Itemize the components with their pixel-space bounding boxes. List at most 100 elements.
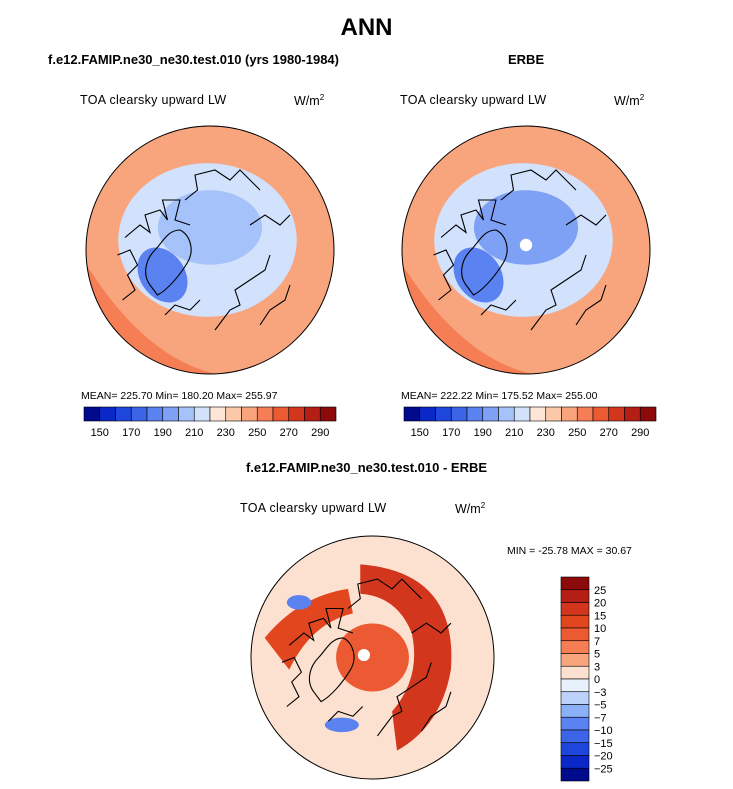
colorbar-swatch xyxy=(435,406,452,422)
map-boundary xyxy=(85,125,335,375)
colorbar-tick-label: 190 xyxy=(154,427,172,439)
colorbar-tick-label: −25 xyxy=(594,763,613,775)
field-greenland xyxy=(453,247,504,303)
field-cold-anomaly xyxy=(324,717,359,733)
colorbar-swatch xyxy=(272,406,290,422)
colorbar-swatch xyxy=(513,406,531,422)
colorbar-tick-label: −3 xyxy=(594,687,607,699)
colorbar-tick-label: 230 xyxy=(217,427,235,439)
panel1-units: W/m2 xyxy=(294,93,325,109)
colorbar-tick-label: 150 xyxy=(411,427,429,439)
colorbar-tick-label: 250 xyxy=(248,427,266,439)
colorbar-tick-label: 10 xyxy=(594,623,606,635)
colorbar-tick-label: 25 xyxy=(594,585,606,597)
coastline xyxy=(411,622,452,634)
difference-subtitle: f.e12.FAMIP.ne30_ne30.test.010 - ERBE xyxy=(245,460,488,475)
coastline xyxy=(164,299,201,316)
colorbar-swatch xyxy=(209,406,227,422)
colorbar-swatch xyxy=(560,742,590,756)
coastline xyxy=(461,229,508,296)
panel1-colorbar: 150 170 190 210 230 250 270 290 xyxy=(83,406,337,439)
colorbar-swatch xyxy=(608,406,625,422)
coastline xyxy=(480,299,517,316)
colorbar-tick-label: 0 xyxy=(594,674,600,686)
colorbar-swatch xyxy=(99,406,116,422)
colorbar-swatch xyxy=(319,406,337,422)
coastline xyxy=(308,637,355,703)
colorbar-swatch xyxy=(403,406,421,422)
colorbar-swatch xyxy=(560,729,590,744)
colorbar-tick-label: 3 xyxy=(594,661,600,673)
obs-subtitle: ERBE xyxy=(508,52,545,67)
colorbar-tick-label: 210 xyxy=(505,427,523,439)
colorbar-tick-label: 210 xyxy=(185,427,203,439)
coastline xyxy=(145,229,192,296)
field-central-arctic xyxy=(336,623,409,692)
colorbar-swatch xyxy=(560,614,590,629)
colorbar-tick-label: 5 xyxy=(594,649,600,661)
field-siberia xyxy=(360,564,452,751)
field-greenland xyxy=(137,247,188,303)
colorbar-swatch xyxy=(115,406,132,422)
colorbar-swatch xyxy=(561,406,578,422)
colorbar-swatch xyxy=(450,406,468,422)
coastline xyxy=(433,249,455,301)
colorbar-tick-label: −15 xyxy=(594,738,613,750)
colorbar-tick-label: 150 xyxy=(91,427,109,439)
colorbar-swatch xyxy=(498,406,515,422)
colorbar-swatch xyxy=(560,755,590,769)
coastline xyxy=(288,607,354,646)
coastline xyxy=(214,254,271,331)
colorbar-swatch xyxy=(146,406,164,422)
colorbar-swatch xyxy=(639,406,657,422)
colorbar-swatch xyxy=(560,627,590,642)
field-central-arctic xyxy=(157,190,263,265)
panel3-units: W/m2 xyxy=(455,501,486,517)
panel2-colorbar: 150 170 190 210 230 250 270 290 xyxy=(403,406,657,439)
coastline xyxy=(575,284,607,326)
colorbar-swatch xyxy=(419,406,436,422)
colorbar-tick-label: 270 xyxy=(600,427,618,439)
colorbar-swatch xyxy=(560,640,590,654)
colorbar-swatch xyxy=(560,602,590,616)
colorbar-swatch xyxy=(560,704,590,718)
panel2-variable-label: TOA clearsky upward LW xyxy=(400,93,547,107)
colorbar-tick-label: 170 xyxy=(442,427,460,439)
colorbar-swatch xyxy=(560,691,590,705)
colorbar-tick-label: 250 xyxy=(568,427,586,439)
coastline xyxy=(249,214,291,226)
coastline xyxy=(328,706,364,722)
panel1-stats: MEAN= 225.70 Min= 180.20 Max= 255.97 xyxy=(81,390,278,402)
colorbar-tick-label: 190 xyxy=(474,427,492,439)
colorbar-tick-label: 290 xyxy=(311,427,329,439)
panel2-stats: MEAN= 222.22 Min= 175.52 Max= 255.00 xyxy=(401,390,598,402)
panel1-polar-map xyxy=(85,125,335,375)
colorbar-swatch xyxy=(545,406,562,422)
coastline xyxy=(565,214,607,226)
coastline xyxy=(376,662,432,737)
colorbar-swatch xyxy=(560,653,590,667)
colorbar-swatch xyxy=(288,406,305,422)
colorbar-swatch xyxy=(576,406,594,422)
figure-title: ANN xyxy=(340,14,393,41)
colorbar-swatch xyxy=(624,406,641,422)
coastline xyxy=(117,249,139,301)
panel3-stats: MIN = -25.78 MAX = 30.67 xyxy=(507,545,632,557)
panel2-units: W/m2 xyxy=(614,93,645,109)
colorbar-tick-label: 290 xyxy=(631,427,649,439)
colorbar-swatch xyxy=(225,406,242,422)
colorbar-tick-label: 7 xyxy=(594,636,600,648)
colorbar-swatch xyxy=(592,406,610,422)
colorbar-swatch xyxy=(178,406,195,422)
colorbar-tick-label: −7 xyxy=(594,712,607,724)
pole-hole xyxy=(357,648,370,662)
panel2-polar-map xyxy=(401,125,651,375)
pole-hole xyxy=(519,238,533,252)
colorbar-swatch xyxy=(560,589,590,603)
panel1-variable-label: TOA clearsky upward LW xyxy=(80,93,227,107)
colorbar-swatch xyxy=(560,665,590,680)
colorbar-swatch xyxy=(162,406,179,422)
colorbar-tick-label: 230 xyxy=(537,427,555,439)
panel3-variable-label: TOA clearsky upward LW xyxy=(240,501,387,515)
colorbar-swatch xyxy=(466,406,484,422)
